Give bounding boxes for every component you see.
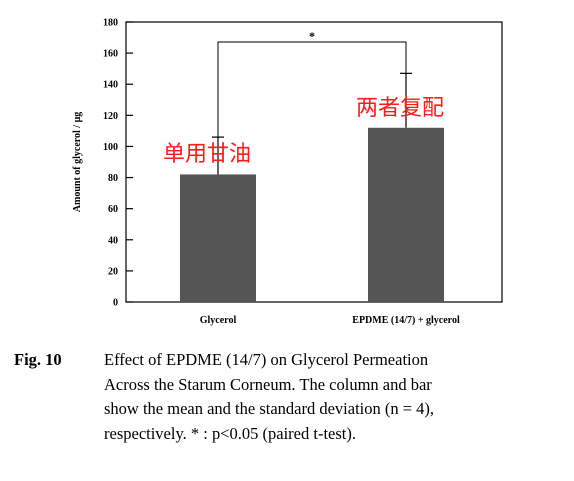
significance-star: * [309,29,315,43]
y-tick-label: 20 [108,266,118,277]
caption-line: show the mean and the standard deviation… [104,399,435,418]
caption-text: Effect of EPDME (14/7) on Glycerol Perme… [104,348,570,446]
category-labels: Glycerol EPDME (14/7) + glycerol [200,315,460,326]
annotation-glycerol-alone: 单用甘油 [163,142,251,167]
y-tick-label: 80 [108,173,118,184]
annotation-combined: 两者复配 [356,96,444,121]
bar-chart: 0 20 40 60 80 100 120 140 160 180 Amount of glyce… [72,18,503,326]
y-tick-label: 160 [103,49,118,60]
bar [368,127,444,303]
bracket-line [217,41,407,138]
y-tick-label: 180 [103,18,118,29]
y-tick-label: 60 [108,204,118,215]
y-tick-label: 100 [103,142,118,153]
y-tick-label: 120 [103,111,118,122]
y-axis-label: Amount of glycerol / μg [72,112,83,212]
plot-frame [125,21,503,303]
y-axis: 0 20 40 60 80 100 120 140 160 180 [103,18,133,309]
bar [180,174,256,302]
caption-line: Effect of EPDME (14/7) on Glycerol Perme… [104,350,429,369]
y-tick-label: 140 [103,80,118,91]
bars [180,127,444,303]
y-tick-label: 40 [108,235,118,246]
caption-line: Across the Starum Corneum. The column an… [104,374,432,394]
caption-line: respectively. * : p<0.05 (paired t-test)… [104,423,356,443]
significance-bracket: * [217,29,407,138]
category-label: Glycerol [200,315,237,326]
y-tick-label: 0 [113,298,118,309]
category-label: EPDME (14/7) + glycerol [352,315,460,326]
figure-label: Fig. 10 [14,350,62,369]
annotations: 单用甘油 两者复配 [163,96,444,167]
